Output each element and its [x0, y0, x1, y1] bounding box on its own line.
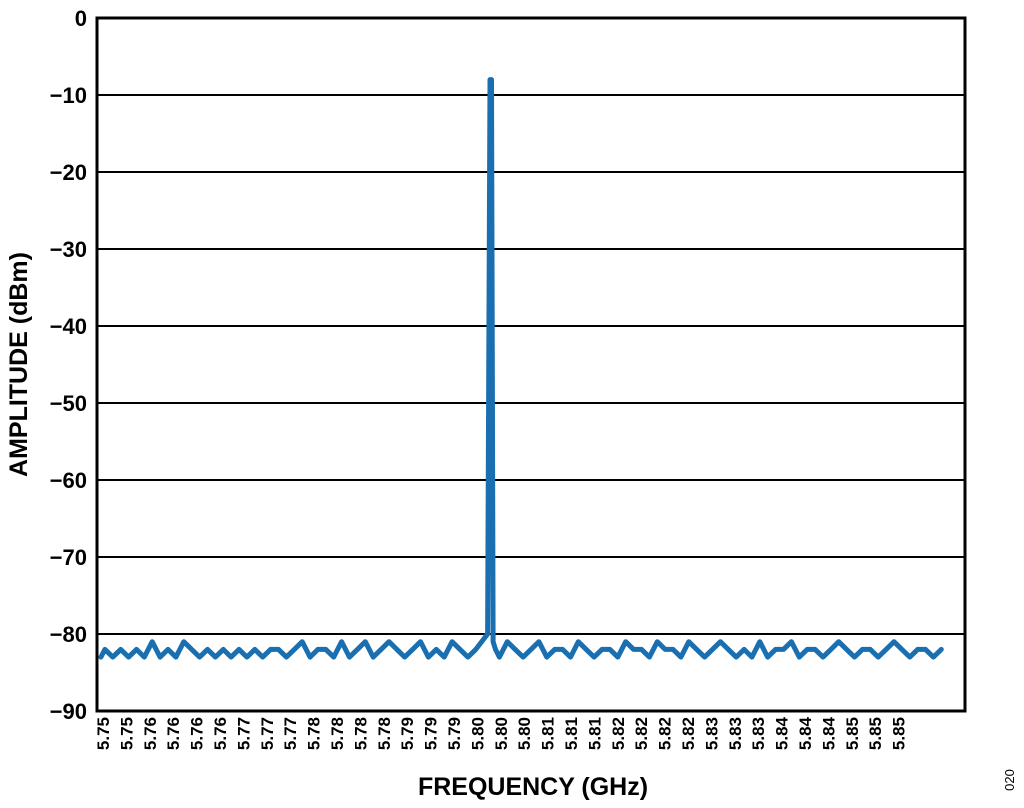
x-tick-label: 5.82 — [679, 717, 698, 750]
x-tick-label: 5.82 — [609, 717, 628, 750]
x-tick-label: 5.83 — [749, 717, 768, 750]
x-tick-label: 5.85 — [843, 717, 862, 750]
x-tick-label: 5.81 — [562, 717, 581, 750]
y-tick-label: −90 — [50, 699, 87, 724]
x-tick-label: 5.78 — [351, 717, 370, 750]
figure-id-label: 020 — [1002, 769, 1017, 791]
x-tick-label: 5.80 — [492, 717, 511, 750]
y-tick-label: −30 — [50, 237, 87, 262]
x-tick-label: 5.85 — [866, 717, 885, 750]
x-tick-label: 5.84 — [819, 716, 838, 750]
x-tick-label: 5.79 — [422, 717, 441, 750]
x-tick-label: 5.78 — [328, 717, 347, 750]
y-tick-label: −60 — [50, 468, 87, 493]
x-tick-label: 5.80 — [515, 717, 534, 750]
x-tick-label: 5.84 — [796, 716, 815, 750]
x-tick-label: 5.77 — [281, 717, 300, 750]
x-axis-title: FREQUENCY (GHz) — [418, 773, 648, 801]
x-axis-ticks: 5.75 5.75 5.76 5.76 5.76 5.76 5.77 5.77 5.77 5.78… — [94, 716, 909, 750]
y-tick-label: −20 — [50, 160, 87, 185]
x-tick-label: 5.78 — [305, 717, 324, 750]
x-tick-label: 5.77 — [258, 717, 277, 750]
x-tick-label: 5.83 — [726, 717, 745, 750]
x-tick-label: 5.82 — [632, 717, 651, 750]
x-tick-label: 5.79 — [445, 717, 464, 750]
y-tick-label: −80 — [50, 622, 87, 647]
x-tick-label: 5.78 — [375, 717, 394, 750]
y-tick-label: −50 — [50, 391, 87, 416]
y-axis-title: AMPLITUDE (dBm) — [5, 252, 33, 477]
y-axis-ticks: 0 −10 −20 −30 −40 −50 −60 −70 −80 −90 — [50, 6, 87, 724]
x-tick-label: 5.83 — [702, 717, 721, 750]
x-tick-label: 5.81 — [585, 717, 604, 750]
x-tick-label: 5.81 — [539, 717, 558, 750]
x-tick-label: 5.76 — [188, 717, 207, 750]
x-tick-label: 5.82 — [656, 717, 675, 750]
x-tick-label: 5.76 — [211, 717, 230, 750]
y-tick-label: −10 — [50, 83, 87, 108]
y-tick-label: 0 — [75, 6, 87, 31]
gridlines — [97, 94, 965, 635]
series-line — [98, 77, 944, 660]
plot-area-frame — [95, 16, 967, 713]
x-tick-label: 5.84 — [773, 716, 792, 750]
x-tick-label: 5.75 — [94, 717, 113, 750]
x-tick-label: 5.80 — [468, 717, 487, 750]
x-tick-label: 5.85 — [890, 717, 909, 750]
x-tick-label: 5.77 — [234, 717, 253, 750]
x-tick-label: 5.75 — [117, 717, 136, 750]
x-tick-label: 5.76 — [141, 717, 160, 750]
x-tick-label: 5.79 — [398, 717, 417, 750]
y-tick-label: −40 — [50, 314, 87, 339]
x-tick-label: 5.76 — [164, 717, 183, 750]
y-tick-label: −70 — [50, 545, 87, 570]
